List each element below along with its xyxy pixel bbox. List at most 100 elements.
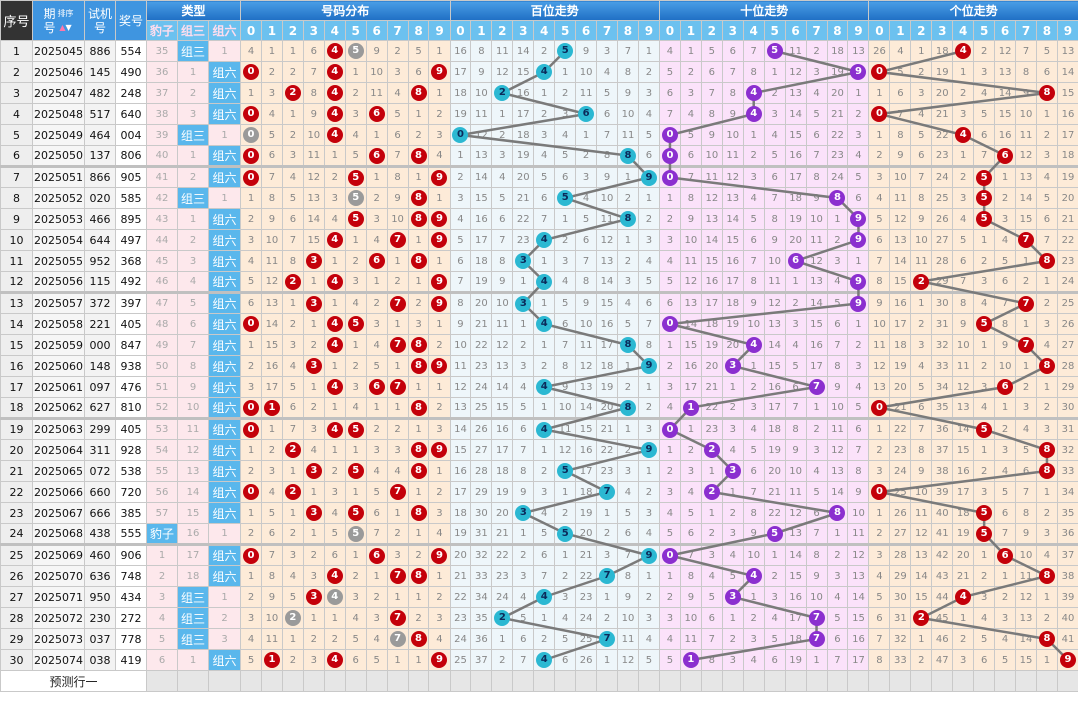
predict-cell[interactable] (994, 670, 1017, 692)
predict-cell[interactable] (721, 670, 744, 692)
predict-cell[interactable] (449, 670, 472, 692)
predict-cell[interactable] (146, 670, 178, 692)
dist-ball: 7 (389, 232, 406, 248)
omission-cell: 2 (281, 124, 304, 146)
predict-cell[interactable] (240, 670, 262, 692)
omission-cell: 3 (973, 271, 996, 294)
predict-cell[interactable] (575, 670, 598, 692)
omission-cell: 3 (365, 439, 388, 461)
issue-number: 2025061 (32, 376, 85, 398)
omission-cell: 17 (784, 607, 807, 629)
h-ball: 5 (557, 525, 574, 542)
omission-cell: 21 (1056, 208, 1078, 230)
predict-cell[interactable] (491, 670, 514, 692)
predict-cell[interactable] (742, 670, 765, 692)
u-ball: 6 (997, 147, 1014, 164)
omission-cell: 6 (868, 229, 891, 251)
predict-cell[interactable] (428, 670, 451, 692)
predict-cell[interactable] (1056, 670, 1078, 692)
omission-cell: 7 (260, 544, 283, 566)
predict-cell[interactable] (784, 670, 807, 692)
omission-cell: 7 (281, 229, 304, 251)
omission-cell: 1 (407, 418, 430, 440)
omission-cell: 5 (742, 208, 765, 230)
predict-cell[interactable] (700, 670, 723, 692)
predict-cell[interactable] (386, 670, 409, 692)
predict-cell[interactable] (973, 670, 996, 692)
predict-cell[interactable] (407, 670, 430, 692)
predict-cell[interactable] (344, 670, 367, 692)
omission-cell: 3 (868, 166, 891, 188)
issue-number: 2025070 (32, 565, 85, 587)
test-number: 866 (84, 166, 116, 188)
u-ball: 0 (871, 64, 888, 80)
omission-cell: 3 (533, 481, 556, 503)
omission-cell: 8 (260, 187, 283, 209)
omission-cell: 2 (323, 460, 346, 482)
hit-cell: 9 (637, 439, 661, 461)
predict-cell[interactable] (470, 670, 493, 692)
predict-cell[interactable] (554, 670, 577, 692)
col-header-units-1: 1 (889, 20, 912, 41)
omission-cell: 2 (240, 586, 262, 608)
omission-cell: 5 (659, 61, 681, 83)
predict-cell[interactable] (805, 670, 828, 692)
predict-cell[interactable] (207, 670, 242, 692)
sort-arrows-icon[interactable]: ▲▼ (59, 22, 72, 32)
omission-cell: 33 (931, 355, 954, 377)
issue-number: 2025054 (32, 229, 85, 251)
predict-cell[interactable] (302, 670, 325, 692)
predict-cell[interactable] (596, 670, 619, 692)
row-number: 14 (0, 313, 33, 335)
predict-cell[interactable] (826, 670, 849, 692)
sort-label[interactable]: 排序 (57, 8, 74, 18)
hit-cell: 3 (302, 586, 325, 608)
omission-cell: 13 (784, 523, 807, 546)
omission-cell: 18 (721, 292, 744, 314)
dist-ball: 8 (410, 85, 427, 101)
col-header-issue[interactable]: 期号 排序 ▲▼ (32, 0, 85, 41)
predict-cell[interactable] (637, 670, 661, 692)
predict-cell[interactable] (323, 670, 346, 692)
omission-cell: 15 (910, 586, 933, 608)
predict-cell[interactable] (952, 670, 975, 692)
dist-ball: 9 (431, 358, 448, 374)
type-omission: 43 (146, 208, 178, 230)
omission-cell: 22 (931, 124, 954, 146)
dist-ball: 4 (326, 85, 343, 101)
predict-cell[interactable] (910, 670, 933, 692)
predict-cell[interactable] (260, 670, 283, 692)
omission-cell: 5 (365, 481, 388, 503)
dist-ball: 4 (326, 589, 343, 605)
predict-cell[interactable] (365, 670, 388, 692)
t-ball: 3 (724, 358, 741, 374)
predict-cell[interactable] (533, 670, 556, 692)
omission-cell: 5 (596, 82, 619, 104)
predict-cell[interactable] (659, 670, 681, 692)
omission-cell: 10 (889, 166, 912, 188)
omission-cell: 21 (596, 418, 619, 440)
predict-cell[interactable] (617, 670, 639, 692)
test-number: 037 (84, 628, 116, 650)
omission-cell: 2 (365, 586, 388, 608)
type-omission: 1 (207, 40, 242, 62)
predict-cell[interactable] (1015, 670, 1037, 692)
predict-cell[interactable] (931, 670, 954, 692)
omission-cell: 6 (889, 82, 912, 104)
omission-cell: 2 (742, 145, 765, 168)
predict-cell[interactable] (1035, 670, 1058, 692)
predict-cell[interactable] (512, 670, 535, 692)
predict-cell[interactable] (679, 670, 702, 692)
omission-cell: 15 (847, 607, 870, 629)
predict-cell[interactable] (889, 670, 912, 692)
predict-cell[interactable] (177, 670, 209, 692)
predict-cell[interactable] (847, 670, 870, 692)
predict-cell[interactable] (868, 670, 891, 692)
hit-cell: 5 (973, 313, 996, 335)
t-ball: 8 (829, 190, 846, 206)
predict-cell[interactable] (763, 670, 786, 692)
omission-cell: 4 (952, 208, 975, 230)
h-ball: 9 (640, 358, 657, 374)
dist-ball: 5 (347, 211, 364, 227)
predict-cell[interactable] (281, 670, 304, 692)
